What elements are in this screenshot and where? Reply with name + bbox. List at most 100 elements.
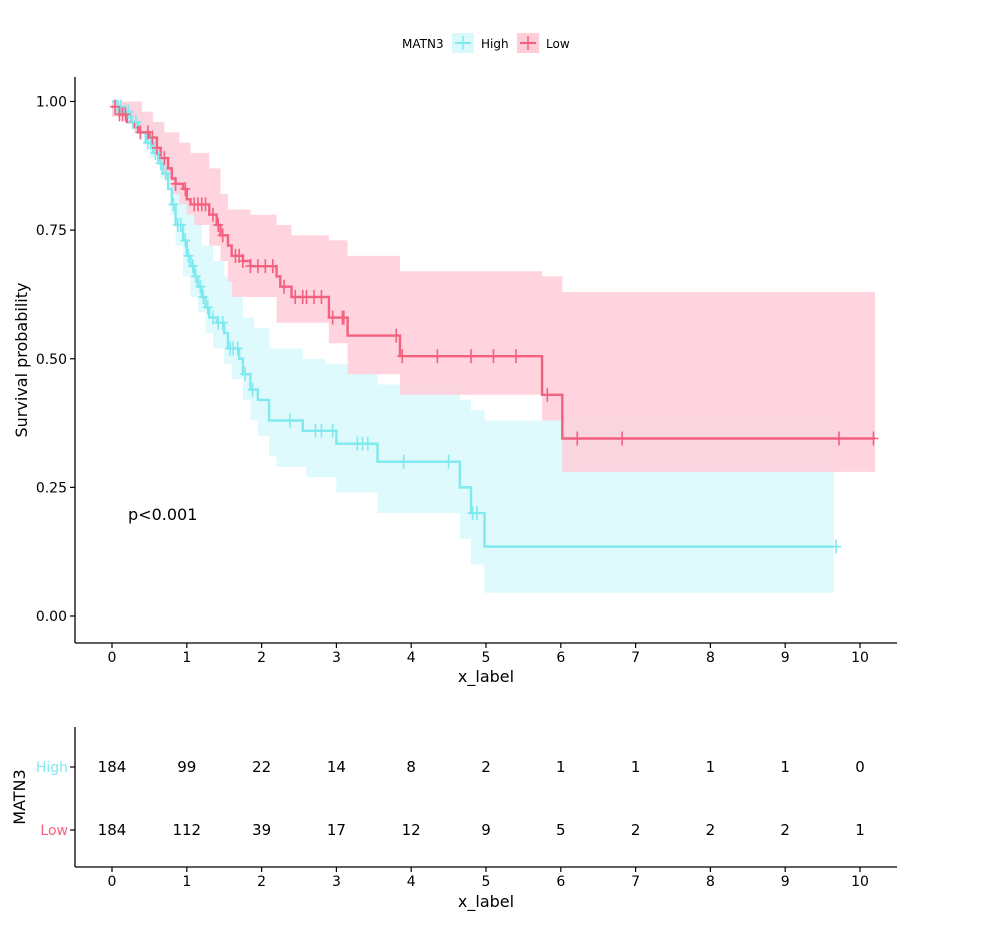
censor-mark-low xyxy=(432,349,443,364)
censor-mark-high xyxy=(198,290,209,305)
risk-x-tick-label: 1 xyxy=(182,874,191,890)
risk-count-low: 184 xyxy=(98,821,127,839)
x-tick-label: 5 xyxy=(482,650,491,666)
risk-count-high: 2 xyxy=(481,758,491,776)
censor-mark-high xyxy=(247,382,258,397)
risk-count-high: 0 xyxy=(855,758,865,776)
risk-row-label-low: Low xyxy=(40,823,68,839)
risk-x-tick-label: 0 xyxy=(108,874,117,890)
censor-mark-low xyxy=(147,130,158,145)
legend-title: MATN3 xyxy=(402,37,444,51)
censor-mark-low xyxy=(466,349,477,364)
risk-x-tick-label: 2 xyxy=(257,874,266,890)
censor-mark-low xyxy=(267,259,278,274)
censor-mark-low xyxy=(488,349,499,364)
risk-count-high: 184 xyxy=(98,758,127,776)
x-tick-label: 3 xyxy=(332,650,341,666)
censor-mark-high xyxy=(240,367,251,382)
censor-mark-high xyxy=(180,233,191,248)
censor-mark-low xyxy=(170,176,181,191)
risk-count-low: 12 xyxy=(402,821,421,839)
risk-count-high: 1 xyxy=(556,758,566,776)
censor-mark-high xyxy=(160,166,171,181)
risk-count-high: 1 xyxy=(780,758,790,776)
censor-mark-low xyxy=(510,349,521,364)
censor-mark-high xyxy=(202,300,213,315)
censor-mark-high xyxy=(130,115,141,130)
legend-label-low: Low xyxy=(546,37,570,51)
risk-x-tick-label: 3 xyxy=(332,874,341,890)
p-value-annotation: p<0.001 xyxy=(128,505,197,524)
risk-count-low: 112 xyxy=(172,821,201,839)
censor-mark-low xyxy=(542,387,553,402)
censor-mark-high xyxy=(195,279,206,294)
risk-row-label-high: High xyxy=(36,760,68,776)
censor-mark-low xyxy=(834,431,845,446)
risk-count-high: 22 xyxy=(252,758,271,776)
y-tick-label: 0.50 xyxy=(36,352,67,368)
y-tick-label: 0.00 xyxy=(36,609,67,625)
risk-count-high: 8 xyxy=(406,758,416,776)
censor-mark-low xyxy=(180,181,191,196)
censor-mark-high xyxy=(398,454,409,469)
censor-mark-high xyxy=(168,197,179,212)
risk-count-low: 2 xyxy=(706,821,716,839)
censor-mark-high xyxy=(831,539,842,554)
legend: MATN3 High Low xyxy=(402,33,570,53)
y-axis-title: Survival probability xyxy=(12,283,31,438)
censor-mark-low xyxy=(617,431,628,446)
x-tick-label: 4 xyxy=(407,650,416,666)
censor-mark-high xyxy=(217,315,228,330)
risk-x-tick-label: 8 xyxy=(706,874,715,890)
censor-mark-high xyxy=(472,506,483,521)
censor-mark-low xyxy=(279,279,290,294)
censor-mark-high xyxy=(443,454,454,469)
censor-mark-high xyxy=(175,217,186,232)
censor-mark-high xyxy=(232,341,243,356)
censor-mark-high xyxy=(285,413,296,428)
censor-mark-low xyxy=(200,197,211,212)
risk-count-low: 39 xyxy=(252,821,271,839)
censor-mark-low xyxy=(391,328,402,343)
risk-x-axis-ticks: 0 1 2 3 4 5 6 7 8 9 10 xyxy=(108,867,869,890)
x-tick-label: 9 xyxy=(781,650,790,666)
x-tick-label: 7 xyxy=(631,650,640,666)
censor-mark-low xyxy=(213,217,224,232)
y-tick-label: 0.75 xyxy=(36,223,67,239)
risk-x-tick-label: 10 xyxy=(851,874,869,890)
censor-mark-low xyxy=(207,207,218,222)
censor-mark-high xyxy=(207,310,218,325)
risk-count-low: 1 xyxy=(855,821,865,839)
censor-mark-low xyxy=(868,431,879,446)
y-axis-ticks: 0.00 0.25 0.50 0.75 1.00 xyxy=(36,95,75,625)
risk-x-tick-label: 6 xyxy=(556,874,565,890)
censor-mark-low xyxy=(237,253,248,268)
x-tick-label: 2 xyxy=(257,650,266,666)
censor-mark-high xyxy=(327,423,338,438)
censor-mark-low xyxy=(120,107,131,122)
censor-mark-high xyxy=(183,248,194,263)
censor-mark-low xyxy=(572,431,583,446)
risk-count-low: 5 xyxy=(556,821,566,839)
y-tick-label: 0.25 xyxy=(36,480,67,496)
risk-x-tick-label: 5 xyxy=(482,874,491,890)
ci-band-low xyxy=(112,101,875,519)
risk-count-high: 1 xyxy=(706,758,716,776)
censor-mark-low xyxy=(151,140,162,155)
risk-x-axis-title: x_label xyxy=(458,892,514,912)
censor-mark-high xyxy=(362,436,373,451)
risk-count-high: 1 xyxy=(631,758,641,776)
x-tick-label: 1 xyxy=(182,650,191,666)
censor-mark-high xyxy=(187,259,198,274)
risk-x-tick-label: 7 xyxy=(631,874,640,890)
censor-mark-high xyxy=(316,423,327,438)
x-tick-label: 0 xyxy=(108,650,117,666)
risk-x-tick-label: 4 xyxy=(407,874,416,890)
censor-mark-high xyxy=(190,269,201,284)
x-tick-label: 6 xyxy=(556,650,565,666)
x-axis-title: x_label xyxy=(458,667,514,687)
censor-mark-low xyxy=(327,310,338,325)
